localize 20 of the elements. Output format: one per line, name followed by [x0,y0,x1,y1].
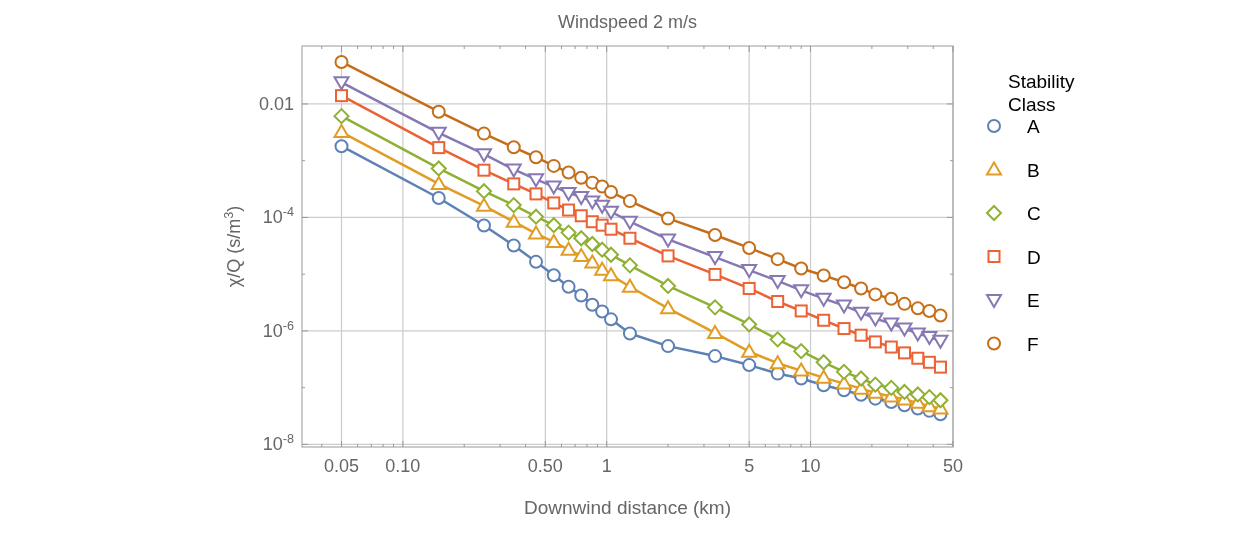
legend-title: Stability Class [1008,71,1076,115]
x-tick-label: 0.10 [385,456,421,476]
x-tick-label: 50 [942,456,964,476]
x-tick-label: 10 [800,456,821,476]
y-tick-label: 10$^{-8}$ [262,432,294,455]
y-tick-label: 10$^{-4}$ [262,205,294,228]
legend-label: D [1027,246,1041,268]
legend-label: C [1027,203,1041,224]
chart-title: Windspeed 2 m/s [557,12,698,32]
y-tick-label: 10$^{-6}$ [262,318,294,341]
x-tick-label: 5 [744,456,755,476]
x-tick-label: 0.50 [527,456,563,476]
legend-label: A [1027,116,1040,137]
legend-label: F [1027,333,1039,355]
y-tick-label: 0.01 [258,93,294,114]
legend-label: E [1027,290,1040,311]
x-tick-label: 0.05 [323,456,360,476]
x-tick-label: 1 [601,456,612,476]
x-axis-title: Downwind distance (km) [524,497,731,518]
legend-label: B [1027,159,1040,181]
